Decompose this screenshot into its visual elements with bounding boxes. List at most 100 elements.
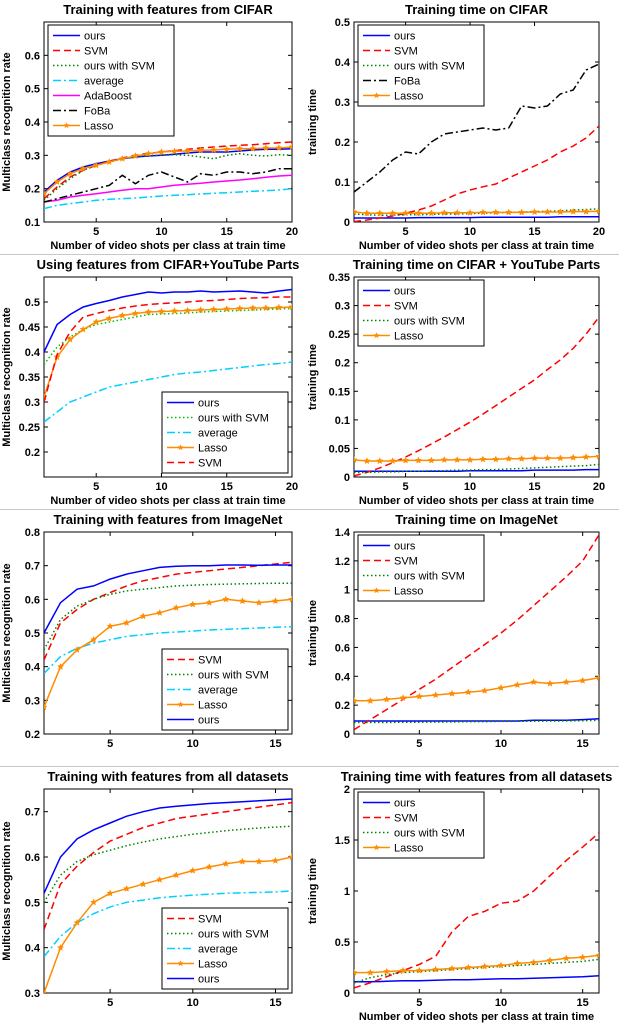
y-axis-label: training time (307, 600, 319, 666)
data-point (275, 144, 283, 152)
data-point (131, 152, 140, 160)
data-point (222, 859, 230, 867)
x-tick-label: 15 (528, 226, 540, 238)
data-point (415, 966, 424, 974)
data-point (53, 178, 61, 186)
series-line-ours-with-svm (44, 582, 292, 651)
y-tick-label: 0.2 (335, 137, 350, 149)
x-tick-label: 5 (93, 481, 99, 493)
data-point (556, 454, 565, 462)
y-tick-label: 0.8 (335, 614, 350, 626)
series-line-ours (44, 288, 292, 353)
data-point (157, 307, 166, 315)
series-line-lasso (44, 856, 292, 993)
chart-2: Training time on CIFAR 5 10 15 20 0 0.1 0.2 0.3 0… (307, 2, 605, 252)
y-tick-label: 1.4 (335, 527, 351, 539)
data-point (366, 968, 375, 976)
series-line-lasso (354, 954, 599, 974)
data-point (44, 703, 48, 711)
chart-1: Training with features from CIFAR 5 10 15 20… (1, 2, 298, 252)
data-point (139, 880, 147, 888)
data-point (556, 208, 565, 216)
x-tick-label: 5 (107, 997, 113, 1009)
data-point (479, 208, 487, 216)
y-tick-label: 0.4 (25, 117, 41, 129)
legend-label: Lasso (394, 331, 423, 343)
legend-label: ours with SVM (394, 571, 465, 583)
data-point (440, 208, 448, 216)
y-tick-label: 0.3 (335, 97, 350, 109)
data-point (414, 456, 423, 464)
data-point (157, 148, 166, 156)
legend-label: SVM (394, 813, 418, 825)
legend-label: ours (198, 715, 220, 727)
series-line-average (44, 890, 292, 958)
data-point (139, 612, 147, 620)
data-point (238, 857, 247, 865)
data-point (578, 953, 587, 961)
data-point (73, 918, 81, 926)
y-tick-label: 0.2 (335, 700, 350, 712)
y-tick-label: 0.05 (329, 443, 350, 455)
x-tick-label: 5 (403, 481, 409, 493)
x-tick-label: 10 (187, 997, 199, 1009)
data-point (595, 452, 599, 460)
y-tick-label: 0.5 (25, 628, 40, 640)
series-line-ours-with-svm (354, 463, 599, 474)
data-point (595, 207, 599, 215)
series-line-foba (354, 63, 599, 193)
legend-label: ours (394, 286, 416, 298)
legend-label: FoBa (84, 106, 111, 118)
legend-label: Lasso (394, 91, 423, 103)
series-line-svm (354, 832, 599, 989)
legend-label: ours (198, 398, 220, 410)
data-point (89, 635, 98, 643)
x-tick-label: 20 (286, 481, 298, 493)
data-point (578, 676, 587, 684)
data-point (480, 962, 489, 970)
legend-label: ours with SVM (394, 828, 465, 840)
data-point (448, 964, 456, 972)
data-point (56, 943, 65, 951)
data-point (92, 318, 100, 326)
data-point (562, 954, 571, 962)
x-axis-label: Number of video shots per class at train… (50, 495, 285, 507)
series-line-average (44, 625, 292, 674)
x-tick-label: 10 (155, 481, 167, 493)
series-line-ours (354, 216, 599, 219)
data-point (464, 688, 473, 696)
data-point (288, 595, 292, 603)
x-axis-label: Number of video shots per class at train… (359, 1011, 594, 1023)
chart-5: Training with features from ImageNet 5 10 1… (1, 512, 293, 750)
series-line-svm (354, 534, 599, 731)
x-axis-label: Number of video shots per class at train… (359, 495, 594, 507)
data-point (530, 454, 539, 462)
y-tick-label: 0.3 (25, 150, 40, 162)
data-point (354, 696, 358, 704)
y-tick-label: 2 (344, 784, 350, 796)
y-tick-label: 0 (344, 729, 350, 741)
data-point (44, 189, 48, 197)
y-axis-label: Multiclass recognition rate (1, 563, 13, 702)
legend-label: Lasso (394, 586, 423, 598)
y-tick-label: 0.35 (329, 272, 350, 284)
legend-label: Lasso (198, 443, 227, 455)
data-point (271, 856, 280, 864)
data-point (363, 457, 371, 465)
y-tick-label: 0 (344, 217, 350, 229)
y-axis-label: training time (307, 89, 319, 155)
data-point (505, 208, 513, 216)
data-point (382, 967, 391, 975)
legend-label: average (84, 76, 124, 88)
data-point (366, 696, 375, 704)
data-point (427, 456, 436, 464)
legend-label: ours with SVM (198, 670, 269, 682)
y-tick-label: 0.4 (335, 671, 351, 683)
data-point (249, 304, 257, 312)
data-point (466, 456, 474, 463)
x-axis-label: Number of video shots per class at train… (50, 240, 285, 252)
y-axis-label: training time (307, 344, 319, 410)
y-tick-label: 0.2 (25, 447, 40, 459)
legend-label: ours with SVM (198, 413, 269, 425)
x-tick-label: 5 (416, 997, 422, 1009)
